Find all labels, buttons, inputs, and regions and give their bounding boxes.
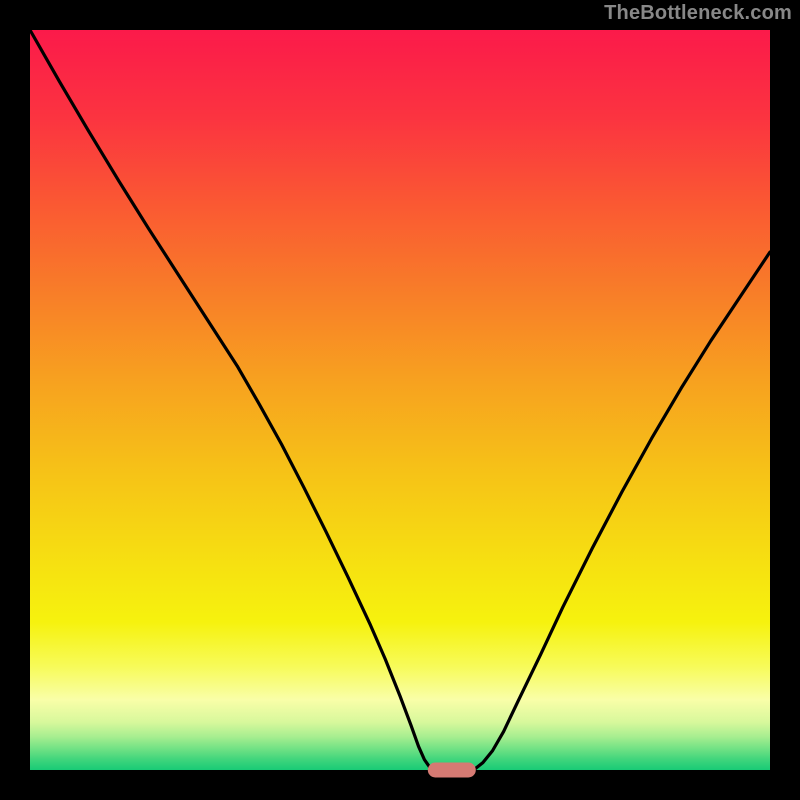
bottleneck-chart-svg (0, 0, 800, 800)
plot-background (30, 30, 770, 770)
chart-stage: TheBottleneck.com (0, 0, 800, 800)
watermark-text: TheBottleneck.com (604, 2, 792, 25)
optimal-marker (428, 763, 476, 778)
